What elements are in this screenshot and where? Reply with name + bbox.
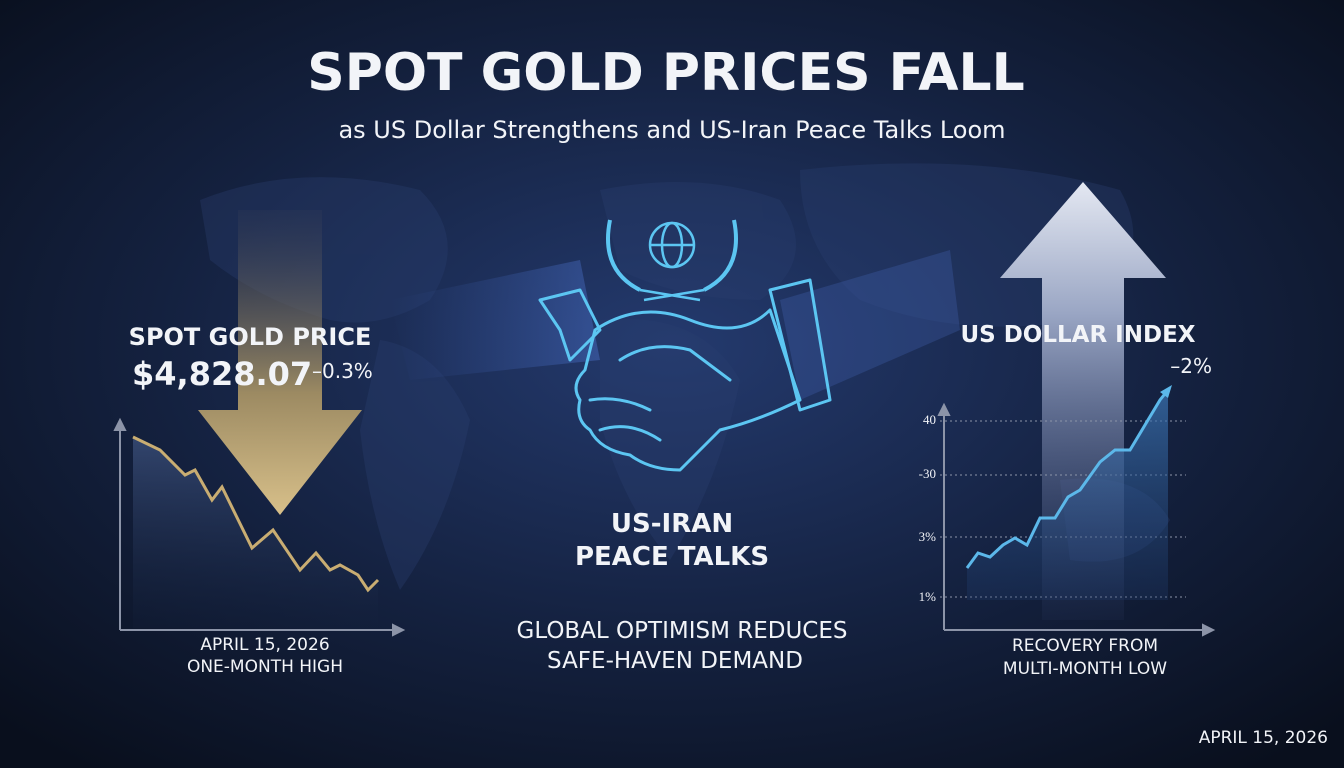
axis-arrowhead bbox=[392, 623, 406, 637]
dollar-caption: RECOVERY FROM bbox=[1012, 636, 1158, 656]
gold-caption: APRIL 15, 2026 bbox=[200, 635, 329, 655]
cuff bbox=[538, 288, 602, 362]
finger bbox=[598, 425, 662, 442]
axis-arrowhead bbox=[1202, 623, 1216, 637]
dollar-label: US DOLLAR INDEX bbox=[960, 322, 1195, 348]
gold-label: SPOT GOLD PRICE bbox=[129, 323, 372, 351]
axis-label: 3% bbox=[919, 529, 937, 544]
dollar-line bbox=[965, 389, 1170, 569]
dollar-change: –2% bbox=[1170, 354, 1212, 378]
dollar-area bbox=[967, 390, 1168, 600]
continent bbox=[600, 318, 740, 560]
axis-arrowhead bbox=[937, 402, 951, 416]
down-arrow bbox=[198, 210, 362, 515]
light-beam bbox=[390, 260, 600, 380]
center-heading: PEACE TALKS bbox=[575, 542, 769, 572]
axis-label: -30 bbox=[919, 466, 936, 481]
continent bbox=[600, 182, 796, 300]
gold-price: $4,828.07 bbox=[132, 355, 312, 393]
laurel bbox=[606, 219, 641, 292]
dollar-axes bbox=[937, 402, 1216, 637]
finger bbox=[588, 397, 652, 412]
hands bbox=[574, 308, 802, 472]
center-heading: US-IRAN bbox=[611, 509, 733, 539]
line-arrowhead bbox=[1160, 385, 1172, 398]
subtitle: as US Dollar Strengthens and US-Iran Pea… bbox=[338, 116, 1005, 144]
ribbon bbox=[639, 288, 705, 302]
finger bbox=[618, 345, 732, 382]
dollar-caption: MULTI-MONTH LOW bbox=[1003, 659, 1167, 679]
up-arrow bbox=[1000, 182, 1166, 620]
gold-area bbox=[133, 437, 378, 628]
handshake-icon bbox=[538, 278, 832, 472]
laurel bbox=[703, 219, 738, 292]
center-caption: SAFE-HAVEN DEMAND bbox=[547, 648, 803, 674]
gold-axes bbox=[113, 417, 406, 637]
title: SPOT GOLD PRICES FALL bbox=[307, 43, 1024, 103]
gold-line bbox=[132, 435, 380, 593]
axis-label: 1% bbox=[919, 589, 937, 604]
center-caption: GLOBAL OPTIMISM REDUCES bbox=[517, 618, 848, 644]
axis-label: 40 bbox=[923, 412, 936, 427]
gold-change: –0.3% bbox=[312, 359, 373, 383]
globe-emblem bbox=[606, 219, 738, 302]
axis-arrowhead bbox=[113, 417, 127, 431]
gold-caption: ONE-MONTH HIGH bbox=[187, 657, 343, 677]
footer-date: APRIL 15, 2026 bbox=[1199, 728, 1328, 748]
continent bbox=[360, 340, 470, 590]
